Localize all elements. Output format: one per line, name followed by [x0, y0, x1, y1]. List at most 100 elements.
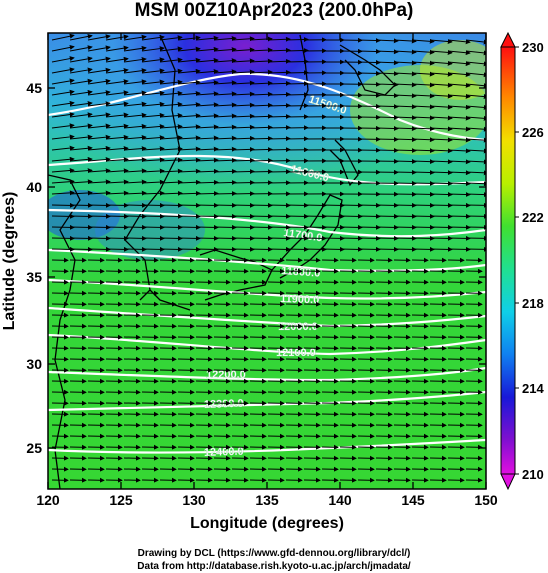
colorbar-tick-label: 226	[522, 125, 544, 140]
wind-arrow	[123, 179, 147, 185]
wind-arrow	[411, 137, 435, 143]
wind-arrow	[429, 60, 453, 66]
wind-arrow	[375, 60, 399, 66]
contour-label: 12400.0	[204, 446, 244, 459]
wind-arrow	[267, 102, 291, 108]
wind-arrow	[213, 179, 237, 185]
wind-arrow	[429, 148, 453, 154]
wind-arrow	[429, 137, 453, 143]
wind-arrow	[105, 34, 129, 41]
wind-arrow	[105, 157, 129, 163]
wind-arrow	[159, 90, 183, 96]
wind-arrow	[429, 82, 453, 88]
wind-arrow	[213, 146, 237, 152]
wind-arrow	[231, 36, 255, 42]
wind-arrow	[51, 89, 75, 96]
credit-data: Data from http://database.rish.kyoto-u.a…	[137, 561, 411, 572]
wind-arrow	[393, 38, 417, 44]
wind-arrow	[411, 159, 435, 165]
wind-arrow	[177, 113, 201, 119]
wind-arrow	[141, 135, 165, 141]
wind-arrow	[231, 58, 255, 64]
wind-arrow	[429, 49, 453, 55]
wind-arrow	[87, 45, 111, 52]
wind-arrow	[231, 69, 255, 75]
wind-arrow	[213, 124, 237, 130]
wind-arrow	[231, 124, 255, 130]
contour-label: 11700.0	[283, 227, 323, 244]
wind-arrow	[159, 35, 183, 41]
wind-arrow	[249, 124, 273, 130]
wind-arrow	[123, 57, 147, 63]
wind-arrow	[213, 91, 237, 97]
colorbar-tick-label: 214	[522, 381, 544, 396]
wind-arrow	[213, 135, 237, 141]
wind-arrow	[411, 104, 435, 110]
temperature-field	[48, 33, 486, 489]
wind-arrow	[249, 135, 273, 141]
wind-arrow	[249, 47, 273, 53]
wind-arrow	[249, 36, 273, 42]
wind-arrow	[231, 91, 255, 97]
wind-arrow	[231, 146, 255, 152]
wind-arrow	[465, 61, 486, 67]
wind-arrow	[87, 90, 111, 96]
wind-arrow	[213, 168, 237, 174]
wind-arrow	[69, 134, 93, 140]
contour-lines	[48, 72, 486, 454]
wind-arrow	[141, 124, 165, 129]
wind-arrow	[141, 168, 165, 174]
contour-label: 12100.0	[276, 347, 316, 359]
wind-arrow	[465, 83, 486, 89]
wind-arrow	[51, 190, 75, 196]
wind-arrow	[69, 89, 93, 96]
wind-arrow	[375, 82, 399, 88]
wind-arrow	[195, 168, 219, 174]
wind-arrow	[123, 168, 147, 174]
wind-arrow	[267, 36, 291, 42]
wind-arrow	[141, 112, 165, 118]
wind-arrow	[375, 115, 399, 121]
wind-arrow	[69, 78, 93, 85]
colorbar-tick-label: 230	[522, 40, 544, 55]
wind-arrow	[213, 36, 237, 41]
wind-arrow	[375, 71, 399, 77]
wind-arrow	[195, 80, 219, 86]
wind-arrow	[393, 71, 417, 77]
wind-arrow	[411, 60, 435, 66]
wind-arrow	[159, 57, 183, 63]
wind-arrow	[195, 91, 219, 97]
wind-arrow	[375, 104, 399, 110]
wind-arrow	[159, 135, 183, 141]
x-tick-label: 125	[109, 492, 133, 508]
y-tick-label: 25	[26, 440, 42, 456]
wind-arrow	[195, 135, 219, 141]
wind-arrow	[141, 57, 165, 63]
x-axis-label: Longitude (degrees)	[190, 515, 344, 532]
wind-arrow	[231, 135, 255, 141]
wind-arrow	[51, 33, 75, 41]
colorbar: 230 226 222 218 214 210	[500, 31, 544, 491]
wind-arrow	[429, 126, 453, 132]
wind-arrow	[231, 113, 255, 119]
wind-arrow	[465, 170, 486, 176]
wind-arrow	[465, 39, 486, 45]
colorbar-tick-label: 210	[522, 467, 544, 482]
wind-arrow	[249, 80, 273, 86]
wind-arrow	[141, 68, 165, 74]
wind-arrow	[195, 124, 219, 130]
wind-arrow	[69, 56, 93, 63]
wind-arrow	[447, 115, 471, 121]
wind-arrow	[231, 80, 255, 86]
wind-arrow	[87, 78, 111, 85]
wind-arrow	[465, 115, 486, 121]
wind-arrow	[393, 49, 417, 55]
wind-arrow	[231, 157, 255, 163]
wind-arrow	[267, 69, 291, 75]
wind-arrow	[177, 179, 201, 185]
wind-arrow	[375, 93, 399, 99]
wind-arrow	[447, 181, 471, 187]
wind-arrow	[87, 145, 111, 151]
wind-arrow	[87, 123, 111, 129]
